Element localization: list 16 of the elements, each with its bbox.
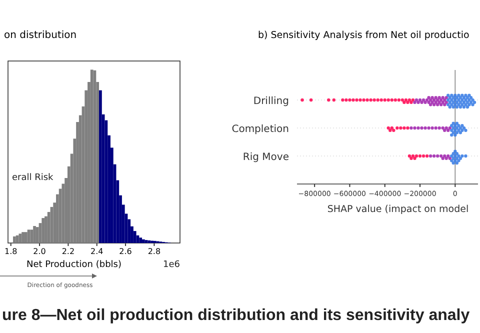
y-tick-label: Rig Move — [242, 152, 289, 163]
y-tick-label: Drilling — [253, 96, 289, 107]
x-tick-label: 2.4 — [90, 247, 104, 256]
x-tick-label: 2.6 — [119, 247, 132, 256]
x-axis-title: SHAP value (impact on model — [327, 204, 469, 215]
text: 1e6 — [163, 260, 180, 270]
text: ure 8—Net oil production distribution and its sensitivity analy — [2, 307, 470, 324]
x-tick-label: 2.8 — [148, 247, 161, 256]
x-axis-title: Net Production (bbls) — [26, 260, 122, 270]
chart-title: on distribution — [4, 30, 77, 41]
y-tick-label: Completion — [232, 124, 289, 135]
chart-title: b) Sensitivity Analysis from Net oil productio — [258, 30, 470, 41]
annotation: erall Risk — [12, 173, 54, 183]
x-tick-label: 1.8 — [4, 247, 18, 256]
x-tick-label: 2.0 — [33, 247, 46, 256]
x-tick-label: 2.2 — [62, 247, 75, 256]
